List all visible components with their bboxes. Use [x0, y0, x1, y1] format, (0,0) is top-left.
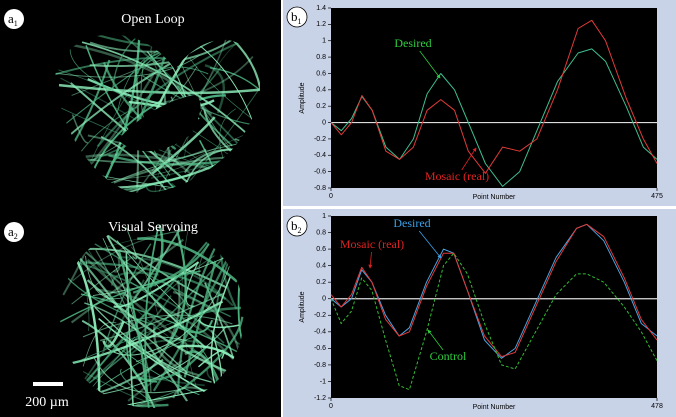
panel-index: 2	[298, 226, 302, 235]
x-tick-label: 0	[329, 193, 333, 200]
y-tick-label: 0	[322, 296, 326, 303]
y-tick-label: -0.8	[314, 185, 326, 192]
annotation: Mosaic (real)	[425, 169, 489, 183]
y-tick-label: -0.6	[314, 168, 326, 175]
y-tick-label: 0.6	[316, 70, 326, 77]
y-axis-label: Amplitude	[299, 291, 306, 322]
x-axis-label: Point Number	[473, 404, 516, 411]
y-tick-label: 0.8	[316, 54, 326, 61]
y-tick-label: 1	[322, 213, 326, 220]
x-tick-label: 475	[651, 193, 663, 200]
y-tick-label: -0.4	[314, 329, 326, 336]
y-tick-label: -1.2	[314, 395, 326, 402]
x-tick-label: 0	[329, 403, 333, 410]
y-tick-label: 1	[322, 38, 326, 45]
y-tick-label: 0.2	[316, 279, 326, 286]
annotation: Desired	[394, 36, 431, 50]
scale-bar-label: 200 µm	[25, 395, 69, 410]
y-tick-label: 0.4	[316, 87, 326, 94]
panel-title: Open Loop	[121, 12, 184, 27]
y-tick-label: -1	[320, 378, 326, 385]
x-tick-label: 478	[651, 403, 663, 410]
panel-index: 1	[298, 17, 302, 26]
y-tick-label: 0.6	[316, 246, 326, 253]
y-tick-label: 0.4	[316, 262, 326, 269]
y-tick-label: 1.2	[316, 21, 326, 28]
y-tick-label: 0	[322, 119, 326, 126]
y-axis-label: Amplitude	[299, 82, 306, 113]
panel-title: Visual Servoing	[108, 220, 198, 235]
y-tick-label: -0.8	[314, 362, 326, 369]
panel-index: 1	[14, 19, 18, 28]
scale-bar	[33, 382, 63, 386]
y-tick-label: -0.4	[314, 152, 326, 159]
y-tick-label: -0.6	[314, 345, 326, 352]
y-tick-label: 0.8	[316, 229, 326, 236]
y-tick-label: -0.2	[314, 136, 326, 143]
x-axis-label: Point Number	[473, 194, 516, 201]
panel-index: 2	[14, 232, 18, 241]
annotation: Control	[430, 349, 467, 363]
y-tick-label: -0.2	[314, 312, 326, 319]
y-tick-label: 1.4	[316, 5, 326, 12]
figure: a1 Open Loop a2 Visual Servoing 200 µm -…	[0, 0, 676, 417]
annotation: Mosaic (real)	[340, 237, 404, 251]
y-tick-label: 0.2	[316, 103, 326, 110]
annotation: Desired	[393, 216, 430, 230]
